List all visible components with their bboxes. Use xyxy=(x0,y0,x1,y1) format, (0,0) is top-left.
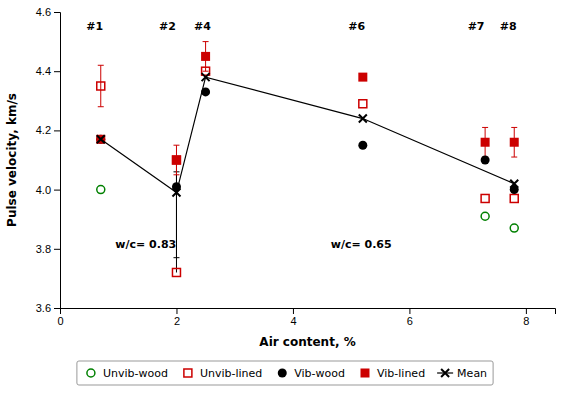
legend-label: Mean xyxy=(457,367,487,380)
legend-label: Unvib-wood xyxy=(103,367,168,380)
line xyxy=(101,77,514,192)
point xyxy=(510,194,518,202)
legend-item: Vib-wood xyxy=(278,367,345,380)
point xyxy=(201,52,210,61)
axis-line xyxy=(61,309,556,315)
annotation: #7 xyxy=(468,20,485,33)
tick-mark xyxy=(54,308,60,309)
tick-label: 4.0 xyxy=(36,184,51,196)
tick: 4.4 xyxy=(36,65,60,77)
tick-label: 4.2 xyxy=(36,124,51,136)
legend-marker xyxy=(441,369,449,377)
plot-area xyxy=(96,42,518,277)
legend-marker xyxy=(278,369,287,378)
tick-label: 8 xyxy=(523,315,529,327)
annotation: #2 xyxy=(159,20,176,33)
tick: 3.8 xyxy=(36,243,60,255)
legend-marker xyxy=(184,369,192,377)
tick-mark xyxy=(409,308,410,314)
legend: Unvib-wood Unvib-lined Vib-wood Vib-lined Me… xyxy=(77,361,493,385)
point xyxy=(172,156,180,164)
x-axis-title: Air content, % xyxy=(259,335,355,349)
point xyxy=(359,100,367,108)
legend-label: Vib-wood xyxy=(294,367,345,380)
point xyxy=(172,189,180,197)
series xyxy=(97,73,518,196)
tick-label: 2 xyxy=(174,315,180,327)
tick-mark xyxy=(293,308,294,314)
tick-label: 6 xyxy=(407,315,413,327)
tick-mark xyxy=(526,308,527,314)
series xyxy=(96,52,518,165)
annotation: w/c= 0.65 xyxy=(331,238,392,251)
legend-item: Mean xyxy=(437,367,487,380)
tick-mark xyxy=(54,249,60,250)
tick-label: 0 xyxy=(57,315,63,327)
legend-item: Vib-lined xyxy=(360,367,425,380)
tick-label: 4.4 xyxy=(36,65,51,77)
legend-marker xyxy=(87,369,95,377)
tick: 8 xyxy=(523,308,529,327)
tick: 3.6 xyxy=(36,302,60,314)
annotations: #1 #2 #4 #6 #7 #8 w/c= 0.83 w/c= 0.65 xyxy=(86,20,516,251)
series xyxy=(97,67,518,276)
tick: 6 xyxy=(407,308,413,327)
annotation: #4 xyxy=(194,20,211,33)
annotation: #8 xyxy=(500,20,517,33)
tick: 2 xyxy=(174,308,180,327)
tick: 4.2 xyxy=(36,124,60,136)
point xyxy=(96,135,105,144)
legend-label: Vib-lined xyxy=(377,367,425,380)
point xyxy=(358,141,367,150)
tick-label: 4.6 xyxy=(36,6,51,18)
outlier-point xyxy=(172,268,180,276)
tick: 4.6 xyxy=(36,6,60,18)
tick: 4.0 xyxy=(36,184,60,196)
point xyxy=(481,156,490,165)
annotation: #6 xyxy=(348,20,365,33)
series xyxy=(97,186,518,232)
legend-label: Unvib-lined xyxy=(200,367,262,380)
tick: 4 xyxy=(290,308,296,327)
point xyxy=(97,135,105,143)
point xyxy=(359,115,367,123)
point xyxy=(358,73,367,82)
point xyxy=(97,82,105,90)
tick-mark xyxy=(54,190,60,191)
point xyxy=(97,186,105,194)
point xyxy=(481,194,489,202)
error-bar xyxy=(98,65,104,106)
legend-frame xyxy=(77,361,493,385)
chart: 0 2 4 6 8 3.6 3.8 4.0 4.2 4.4 4.6 Air content, % Pul… xyxy=(0,0,570,393)
point xyxy=(172,156,181,165)
annotation: #1 xyxy=(86,20,103,33)
point xyxy=(510,138,519,147)
tick-mark xyxy=(54,71,60,72)
tick: 0 xyxy=(57,308,63,327)
y-axis: 3.6 3.8 4.0 4.2 4.4 4.6 xyxy=(36,6,61,314)
tick-label: 3.6 xyxy=(36,302,51,314)
annotation: w/c= 0.83 xyxy=(115,238,176,251)
point xyxy=(481,212,489,220)
y-axis-title: Pulse velocity, km/s xyxy=(5,93,19,227)
legend-item: Unvib-lined xyxy=(184,367,262,380)
point xyxy=(202,73,210,81)
tick-label: 4 xyxy=(290,315,296,327)
x-axis: 0 2 4 6 8 xyxy=(57,308,555,327)
tick-mark xyxy=(54,12,60,13)
point xyxy=(510,180,518,188)
tick-mark xyxy=(176,308,177,314)
legend-item: Unvib-wood xyxy=(87,367,168,380)
legend-marker xyxy=(360,369,369,378)
point xyxy=(510,224,518,232)
tick-mark xyxy=(54,130,60,131)
axis-line xyxy=(54,13,61,309)
tick-label: 3.8 xyxy=(36,243,51,255)
point xyxy=(481,138,490,147)
point xyxy=(96,135,105,144)
